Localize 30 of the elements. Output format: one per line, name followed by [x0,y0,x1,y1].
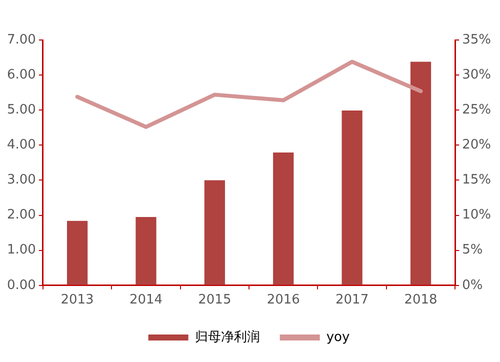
x-tick-label: 2016 [266,292,300,308]
y2-tick-label: 35% [462,32,492,48]
y2-tick-label: 30% [462,67,492,82]
y-tick-label: 3.00 [6,172,36,188]
y-tick-label: 0.00 [6,278,36,293]
legend-label: yoy [326,330,350,345]
x-tick-label: 2015 [198,292,232,308]
bar [273,152,294,285]
y-tick-label: 7.00 [6,32,36,48]
y-tick-label: 6.00 [6,67,36,82]
y2-tick-label: 5% [462,242,483,258]
bar [204,180,225,285]
y-tick-label: 5.00 [6,102,36,118]
y-tick-label: 4.00 [6,138,36,153]
y2-tick-label: 15% [462,172,492,188]
bar [342,110,362,285]
x-tick-label: 2018 [404,292,438,308]
x-tick-label: 2017 [336,292,369,308]
bar [136,217,156,285]
y2-tick-label: 10% [462,208,492,223]
y2-tick-label: 20% [462,138,492,153]
y2-tick-label: 25% [462,102,492,118]
y2-tick-label: 0% [462,278,483,293]
bar [66,220,88,285]
y-tick-label: 2.00 [6,208,36,223]
bar [410,62,432,285]
legend-label: 归母净利润 [194,330,260,345]
x-tick-label: 2013 [60,292,94,308]
x-tick-label: 2014 [129,292,163,308]
y-tick-label: 1.00 [6,242,36,258]
